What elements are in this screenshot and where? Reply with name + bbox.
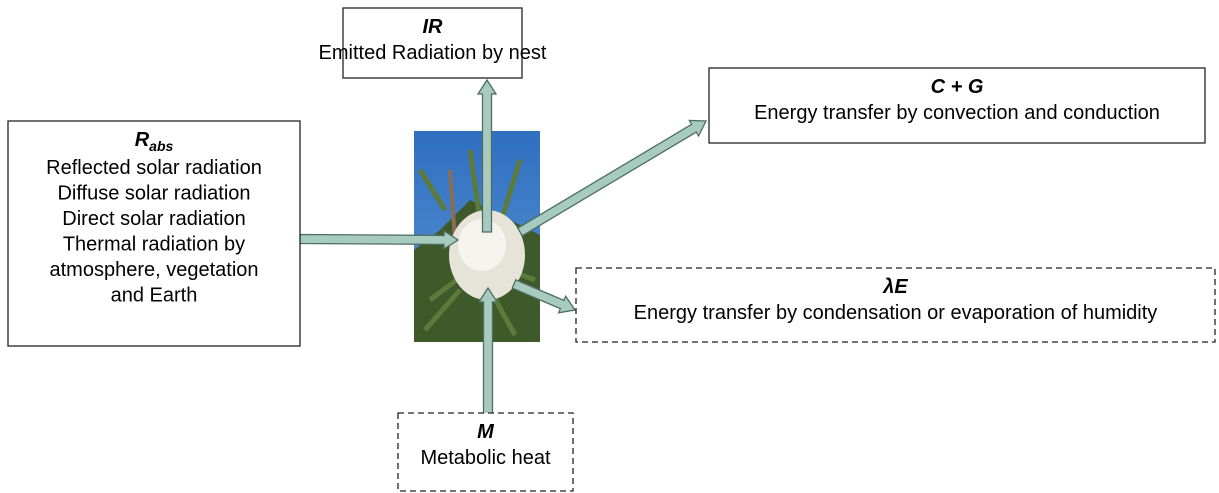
- arrow: [299, 229, 460, 251]
- node-box: [708, 67, 1206, 144]
- arrow: [476, 78, 498, 233]
- symbol: C + G: [931, 76, 984, 98]
- node-text: Energy transfer by convection and conduc…: [754, 102, 1160, 124]
- node-symbol: IR: [423, 16, 444, 38]
- node-box: [575, 267, 1216, 343]
- arrow: [516, 119, 708, 237]
- symbol: IR: [423, 16, 444, 38]
- symbol-subscript: abs: [149, 138, 173, 154]
- symbol: M: [477, 421, 495, 443]
- arrow: [477, 286, 499, 418]
- node-text: Thermal radiation by: [63, 233, 245, 255]
- node-box: [397, 412, 574, 492]
- node-text: atmosphere, vegetation: [49, 259, 258, 281]
- boxes: IR Emitted Radiation by nest C + G Energy t…: [7, 7, 1216, 492]
- node-box: [7, 120, 301, 347]
- node-symbol: C + G: [931, 76, 984, 98]
- node-box: [342, 7, 523, 79]
- node-text: and Earth: [111, 284, 198, 306]
- node-symbol: M: [477, 421, 495, 443]
- node-text: Emitted Radiation by nest: [319, 42, 547, 64]
- node-symbol: λE: [882, 276, 908, 298]
- nest-photo: [414, 131, 540, 342]
- node-text: Direct solar radiation: [62, 208, 245, 230]
- symbol: λE: [882, 276, 908, 298]
- node-text: Diffuse solar radiation: [57, 182, 250, 204]
- node-text: Reflected solar radiation: [46, 157, 262, 179]
- arrows: [299, 78, 708, 418]
- node-text: Energy transfer by condensation or evapo…: [634, 302, 1158, 324]
- symbol: R: [135, 129, 150, 151]
- arrow: [511, 279, 577, 314]
- node-text: Metabolic heat: [420, 447, 551, 469]
- node-symbol: Rabs: [135, 129, 174, 153]
